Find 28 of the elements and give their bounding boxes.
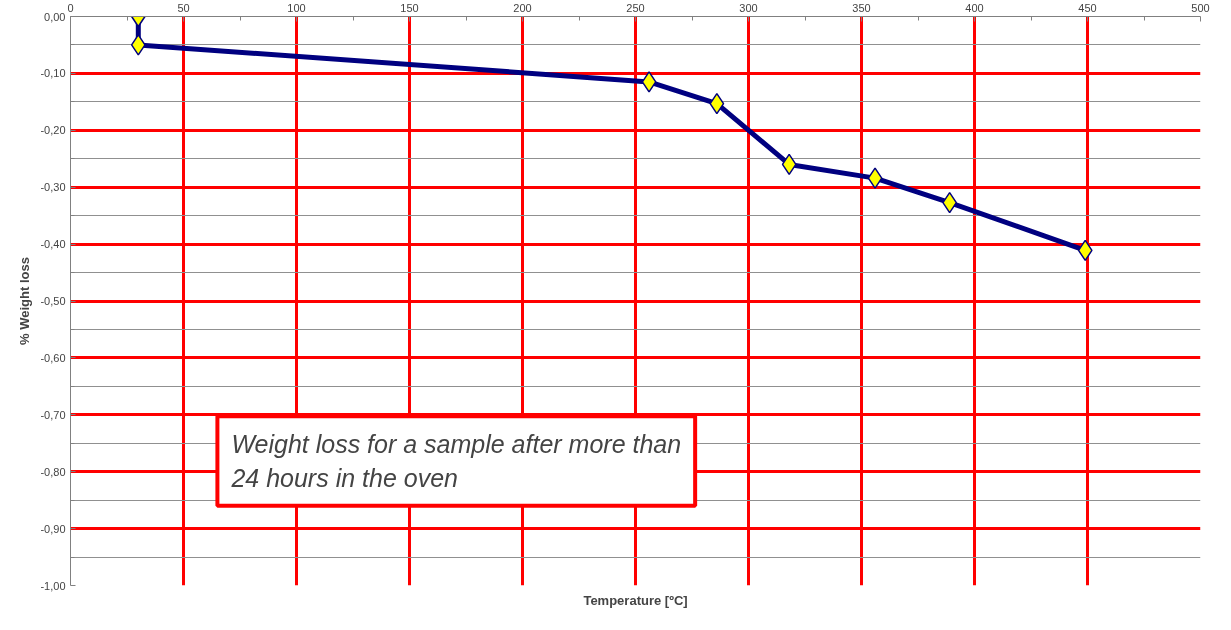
point <box>867 167 883 189</box>
y-tick-label: -0,90 <box>40 522 66 535</box>
y-tick-label: -1,00 <box>40 579 66 592</box>
x-tick-label: 300 <box>739 1 758 14</box>
x-axis-title: Temperature [ºC] <box>583 592 688 608</box>
y-tick-label: -0,60 <box>40 351 66 364</box>
point <box>641 71 657 93</box>
point <box>130 34 146 56</box>
y-tick-label: -0,40 <box>40 238 66 251</box>
x-tick-label: 500 <box>1191 1 1210 14</box>
annotation: Weight loss for a sample after more than 24 hours in the oven <box>230 430 682 492</box>
x-tick-label: 150 <box>400 1 419 14</box>
x-tick-label: 250 <box>626 1 645 14</box>
x-tick-label: 50 <box>177 1 190 14</box>
y-tick-label: -0,10 <box>40 67 66 80</box>
x-tick-label: 450 <box>1078 1 1097 14</box>
y-tick-label: -0,30 <box>40 181 66 194</box>
x-tick-label: 100 <box>287 1 306 14</box>
x-tick-label: 200 <box>513 1 532 14</box>
y-tick-label: -0,50 <box>40 295 66 307</box>
y-tick-label: 0,00 <box>44 10 66 23</box>
y-tick-label: -0,70 <box>40 408 66 421</box>
y-axis-title: % Weight loss <box>17 257 33 345</box>
x-tick-label: 400 <box>965 1 984 14</box>
y-tick-label: -0,20 <box>40 124 66 137</box>
x-tick-label: 0 <box>67 1 74 14</box>
x-tick-label: 350 <box>852 1 871 14</box>
y-tick-label: -0,80 <box>40 465 66 478</box>
